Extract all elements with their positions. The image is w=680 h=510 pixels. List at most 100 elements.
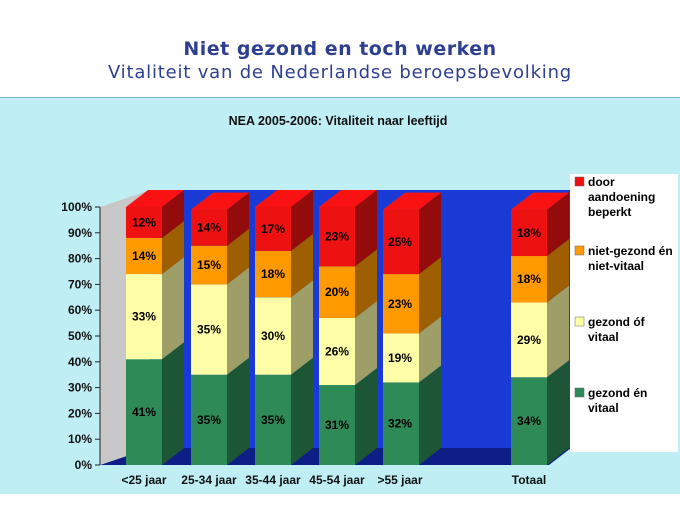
x-tick-label: Totaal <box>512 473 546 487</box>
bar-segment <box>191 209 227 246</box>
data-label: 17% <box>261 222 285 236</box>
bar-segment <box>191 284 227 375</box>
data-label: 25% <box>388 235 412 249</box>
bar-side <box>547 239 569 303</box>
chart-title: NEA 2005-2006: Vitaliteit naar leeftijd <box>229 114 448 128</box>
bar-segment <box>255 297 291 375</box>
data-label: 14% <box>132 249 156 263</box>
bar-side <box>419 316 441 383</box>
bar-side <box>355 190 377 267</box>
bar-side <box>355 368 377 465</box>
data-label: 34% <box>517 414 541 428</box>
bar-side <box>291 280 313 375</box>
bar-side <box>419 365 441 465</box>
legend-label: vitaal <box>588 401 619 415</box>
bar-segment <box>511 209 547 257</box>
bar-segment <box>383 274 419 334</box>
y-tick-label: 70% <box>68 277 92 291</box>
bar-top <box>319 190 377 207</box>
data-label: 15% <box>197 258 221 272</box>
chart-area: 0% 10% 20% 30% 40% 50% 60% 70% 80% 90% 100% 41% 33%… <box>0 97 680 494</box>
data-labels: 41% 33% 14% 12% 35% 35% 15% 14% 35% 30% 18% 17% 31% 2… <box>132 215 541 432</box>
y-tick-label: 90% <box>68 226 92 240</box>
y-axis: 0% 10% 20% 30% 40% 50% 60% 70% 80% 90% 100% <box>61 200 101 472</box>
bar-side <box>162 190 184 238</box>
slide-subtitle: Vitaliteit van de Nederlandse beroepsbev… <box>107 62 573 83</box>
data-label: 20% <box>325 285 349 299</box>
bar-segment <box>511 302 547 378</box>
bar-side <box>355 300 377 386</box>
bar-segment <box>319 207 355 267</box>
y-tick-label: 0% <box>75 458 93 472</box>
data-label: 32% <box>388 417 412 431</box>
bar-side <box>355 249 377 318</box>
bar-top <box>191 192 249 210</box>
stacked-bar-chart: 0% 10% 20% 30% 40% 50% 60% 70% 80% 90% 100% 41% 33%… <box>61 114 678 487</box>
bar-side <box>227 357 249 465</box>
bar-side <box>291 233 313 298</box>
bar-segment <box>319 385 355 465</box>
legend-label: vitaal <box>588 330 619 344</box>
bar-segment <box>383 382 419 465</box>
legend-swatch <box>574 176 585 187</box>
bar-segment <box>126 274 162 360</box>
data-label: 18% <box>261 267 285 281</box>
y-tick-label: 30% <box>68 381 92 395</box>
legend-swatch <box>574 387 585 398</box>
bar-segment <box>511 256 547 303</box>
data-label: 18% <box>517 272 541 286</box>
data-label: 12% <box>132 215 156 229</box>
bar-side <box>162 257 184 360</box>
legend-swatch <box>574 316 585 327</box>
legend-label: niet-vitaal <box>588 259 644 273</box>
x-tick-label: <25 jaar <box>121 473 166 487</box>
bar-stacks <box>126 190 569 465</box>
bar-side <box>419 192 441 275</box>
legend-label: gezond óf <box>588 315 646 329</box>
data-label: 35% <box>197 323 221 337</box>
bar-side <box>291 357 313 465</box>
bar-segment <box>126 207 162 238</box>
data-label: 26% <box>325 344 349 358</box>
data-label: 18% <box>517 226 541 240</box>
bar-segment <box>319 266 355 318</box>
data-label: 23% <box>325 230 349 244</box>
data-label: 23% <box>388 297 412 311</box>
data-label: 14% <box>197 221 221 235</box>
bar-stack <box>126 190 184 465</box>
bar-segment <box>255 250 291 298</box>
bar-stack <box>319 190 377 465</box>
bar-stack <box>511 192 569 465</box>
bar-stack <box>383 192 441 465</box>
bar-stack <box>255 190 313 465</box>
data-label: 35% <box>197 413 221 427</box>
legend-label: gezond én <box>588 386 647 400</box>
bar-segment <box>383 333 419 383</box>
y-tick-label: 50% <box>68 329 92 343</box>
x-tick-label: >55 jaar <box>377 473 422 487</box>
bar-segment <box>511 377 547 465</box>
bar-side <box>227 228 249 285</box>
data-label: 29% <box>517 333 541 347</box>
bar-segment <box>126 359 162 465</box>
legend-box <box>570 174 678 452</box>
y-tick-label: 80% <box>68 252 92 266</box>
bar-side <box>547 285 569 378</box>
x-axis: <25 jaar 25-34 jaar 35-44 jaar 45-54 jaar >5… <box>121 473 546 487</box>
y-tick-label: 100% <box>61 200 92 214</box>
data-label: 19% <box>388 351 412 365</box>
bar-segment <box>319 317 355 386</box>
data-label: 31% <box>325 418 349 432</box>
bar-side <box>227 267 249 375</box>
legend-label: door <box>588 175 615 189</box>
bar-top <box>126 190 184 207</box>
bar-side <box>291 190 313 251</box>
x-tick-label: 45-54 jaar <box>309 473 365 487</box>
legend-label: aandoening <box>588 190 655 204</box>
bar-side <box>547 192 569 257</box>
